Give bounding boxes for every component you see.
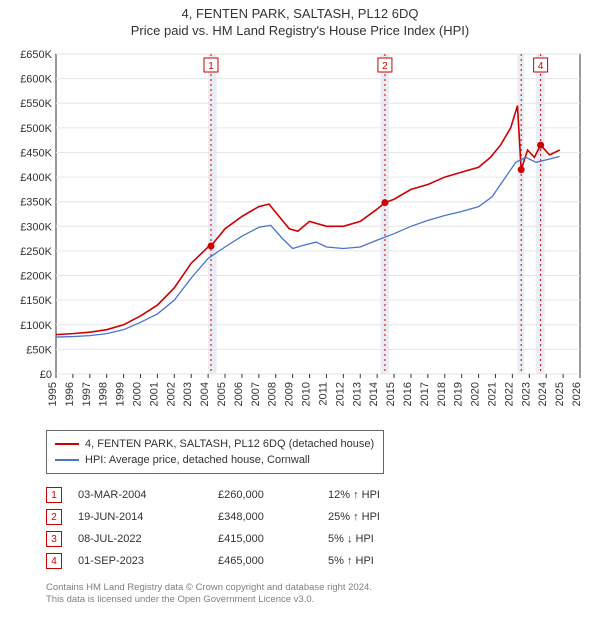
svg-text:2004: 2004 xyxy=(199,382,211,406)
attribution-line: This data is licensed under the Open Gov… xyxy=(46,594,590,606)
price-chart: £0 £50K £100K £150K £200K £250K £300K £350K £400… xyxy=(10,44,590,424)
table-row: 3 08-JUL-2022 £415,000 5% ↓ HPI xyxy=(46,528,590,550)
sale-diff: 5% ↑ HPI xyxy=(328,555,428,567)
svg-text:2021: 2021 xyxy=(486,382,498,406)
legend-label: 4, FENTEN PARK, SALTASH, PL12 6DQ (detac… xyxy=(85,438,374,450)
sale-date: 01-SEP-2023 xyxy=(78,555,218,567)
sales-table: 1 03-MAR-2004 £260,000 12% ↑ HPI 2 19-JU… xyxy=(46,484,590,572)
svg-text:£150K: £150K xyxy=(20,295,52,307)
svg-text:2005: 2005 xyxy=(216,382,228,406)
attribution: Contains HM Land Registry data © Crown c… xyxy=(46,582,590,606)
svg-text:2010: 2010 xyxy=(301,382,313,406)
svg-text:£0: £0 xyxy=(40,369,52,381)
svg-text:£650K: £650K xyxy=(20,49,52,61)
svg-text:2007: 2007 xyxy=(250,382,262,406)
sale-price: £348,000 xyxy=(218,511,328,523)
svg-text:2018: 2018 xyxy=(436,382,448,406)
sale-marker-icon: 1 xyxy=(46,487,62,503)
svg-text:2025: 2025 xyxy=(554,382,566,406)
svg-text:2006: 2006 xyxy=(233,382,245,406)
chart-title-sub: Price paid vs. HM Land Registry's House … xyxy=(0,21,600,38)
sale-price: £465,000 xyxy=(218,555,328,567)
svg-text:2003: 2003 xyxy=(182,382,194,406)
svg-text:2020: 2020 xyxy=(470,382,482,406)
sale-date: 03-MAR-2004 xyxy=(78,489,218,501)
svg-text:2019: 2019 xyxy=(453,382,465,406)
chart-title-address: 4, FENTEN PARK, SALTASH, PL12 6DQ xyxy=(0,0,600,21)
svg-text:2013: 2013 xyxy=(351,382,363,406)
svg-text:£250K: £250K xyxy=(20,246,52,258)
legend-item: 4, FENTEN PARK, SALTASH, PL12 6DQ (detac… xyxy=(55,436,375,452)
sale-marker-icon: 3 xyxy=(46,531,62,547)
svg-text:2016: 2016 xyxy=(402,382,414,406)
svg-text:2011: 2011 xyxy=(317,382,329,406)
sale-diff: 5% ↓ HPI xyxy=(328,533,428,545)
svg-text:2012: 2012 xyxy=(334,382,346,406)
svg-text:2002: 2002 xyxy=(165,382,177,406)
sale-date: 08-JUL-2022 xyxy=(78,533,218,545)
svg-text:£350K: £350K xyxy=(20,197,52,209)
svg-text:2017: 2017 xyxy=(419,382,431,406)
svg-text:1997: 1997 xyxy=(81,382,93,406)
svg-text:2026: 2026 xyxy=(571,382,583,406)
sale-diff: 12% ↑ HPI xyxy=(328,489,428,501)
svg-text:2014: 2014 xyxy=(368,382,380,406)
svg-text:2000: 2000 xyxy=(132,382,144,406)
svg-text:1996: 1996 xyxy=(64,382,76,406)
svg-text:2024: 2024 xyxy=(537,382,549,406)
legend: 4, FENTEN PARK, SALTASH, PL12 6DQ (detac… xyxy=(46,430,384,474)
legend-swatch xyxy=(55,443,79,445)
sale-price: £415,000 xyxy=(218,533,328,545)
sale-price: £260,000 xyxy=(218,489,328,501)
legend-item: HPI: Average price, detached house, Corn… xyxy=(55,452,375,468)
sale-marker-icon: 2 xyxy=(46,509,62,525)
svg-text:£200K: £200K xyxy=(20,271,52,283)
svg-text:2008: 2008 xyxy=(267,382,279,406)
svg-text:£50K: £50K xyxy=(26,344,52,356)
svg-text:2009: 2009 xyxy=(284,382,296,406)
svg-text:2015: 2015 xyxy=(385,382,397,406)
svg-text:£300K: £300K xyxy=(20,221,52,233)
svg-text:£400K: £400K xyxy=(20,172,52,184)
svg-text:2022: 2022 xyxy=(503,382,515,406)
svg-text:2001: 2001 xyxy=(148,382,160,406)
svg-text:1999: 1999 xyxy=(115,382,127,406)
sale-date: 19-JUN-2014 xyxy=(78,511,218,523)
svg-text:£600K: £600K xyxy=(20,74,52,86)
svg-text:2: 2 xyxy=(382,61,388,72)
table-row: 1 03-MAR-2004 £260,000 12% ↑ HPI xyxy=(46,484,590,506)
svg-text:£500K: £500K xyxy=(20,123,52,135)
svg-text:£550K: £550K xyxy=(20,98,52,110)
attribution-line: Contains HM Land Registry data © Crown c… xyxy=(46,582,590,594)
legend-label: HPI: Average price, detached house, Corn… xyxy=(85,454,310,466)
svg-text:1995: 1995 xyxy=(47,382,59,406)
legend-swatch xyxy=(55,459,79,461)
table-row: 2 19-JUN-2014 £348,000 25% ↑ HPI xyxy=(46,506,590,528)
svg-text:£450K: £450K xyxy=(20,147,52,159)
svg-text:£100K: £100K xyxy=(20,320,52,332)
sale-marker-icon: 4 xyxy=(46,553,62,569)
svg-text:1: 1 xyxy=(208,61,214,72)
table-row: 4 01-SEP-2023 £465,000 5% ↑ HPI xyxy=(46,550,590,572)
svg-text:4: 4 xyxy=(538,61,544,72)
svg-text:1998: 1998 xyxy=(98,382,110,406)
svg-text:2023: 2023 xyxy=(520,382,532,406)
sale-diff: 25% ↑ HPI xyxy=(328,511,428,523)
